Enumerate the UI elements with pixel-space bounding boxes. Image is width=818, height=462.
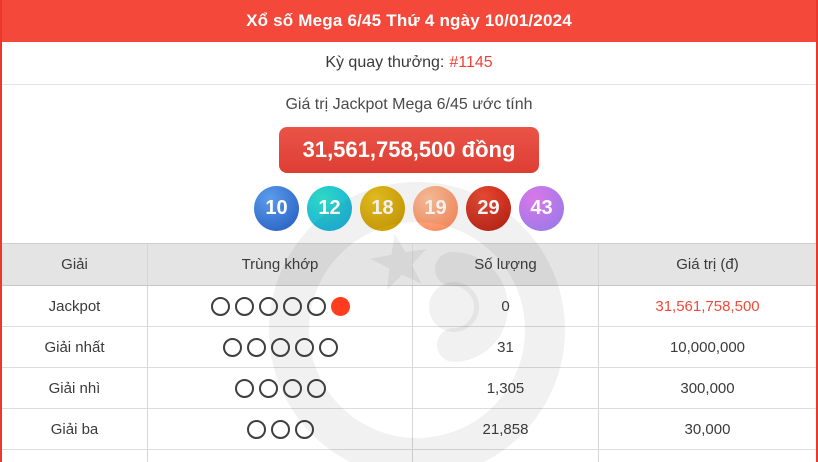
open-circle-icon — [246, 419, 266, 439]
lottery-ball: 12 — [307, 186, 352, 231]
prize-table-body: Jackpot 0 31,561,758,500 Giải nhất 31 10,000,… — [2, 286, 816, 450]
prize-table-header: Giải Trùng khớp Số lượng Giá trị (đ) — [2, 243, 816, 286]
open-circle-icon — [294, 337, 314, 357]
prize-value: 31,561,758,500 — [655, 297, 760, 315]
draw-period-label: Kỳ quay thưởng: — [325, 54, 445, 71]
header-match: Trùng khớp — [148, 244, 413, 285]
open-circle-icon — [306, 296, 326, 316]
open-circle-icon — [258, 378, 278, 398]
open-circle-icon — [270, 419, 290, 439]
winner-count: 1,305 — [413, 368, 599, 408]
open-circle-icon — [210, 296, 230, 316]
open-circle-icon — [318, 337, 338, 357]
filled-circle-icon — [330, 296, 350, 316]
match-circles — [210, 296, 350, 316]
header-value: Giá trị (đ) — [676, 256, 739, 273]
prize-name: Giải ba — [2, 409, 148, 449]
match-circles — [222, 337, 338, 357]
match-circles — [234, 378, 326, 398]
lottery-ball: 10 — [254, 186, 299, 231]
table-row: Giải nhì 1,305 300,000 — [2, 368, 816, 409]
header-count: Số lượng — [413, 244, 599, 285]
match-pattern — [148, 286, 413, 326]
match-circles — [246, 419, 314, 439]
open-circle-icon — [234, 296, 254, 316]
lottery-ball: 43 — [519, 186, 564, 231]
open-circle-icon — [306, 378, 326, 398]
prize-value: 30,000 — [684, 420, 731, 438]
title-bar: Xổ số Mega 6/45 Thứ 4 ngày 10/01/2024 — [2, 0, 816, 42]
prize-value: 10,000,000 — [669, 338, 746, 356]
jackpot-value-button[interactable]: 31,561,758,500 đồng — [279, 127, 539, 173]
table-row: Giải ba 21,858 30,000 — [2, 409, 816, 450]
open-circle-icon — [234, 378, 254, 398]
prize-name: Giải nhì — [2, 368, 148, 408]
lottery-balls: 10 12 18 19 29 43 — [2, 186, 816, 231]
open-circle-icon — [222, 337, 242, 357]
match-pattern — [148, 368, 413, 408]
lottery-ball: 19 — [413, 186, 458, 231]
table-row: Giải nhất 31 10,000,000 — [2, 327, 816, 368]
table-row-partial — [2, 450, 816, 462]
open-circle-icon — [270, 337, 290, 357]
jackpot-estimate-label: Giá trị Jackpot Mega 6/45 ước tính — [285, 96, 533, 113]
jackpot-section: Giá trị Jackpot Mega 6/45 ước tính 31,56… — [2, 85, 816, 231]
winner-count: 31 — [413, 327, 599, 367]
open-circle-icon — [294, 419, 314, 439]
open-circle-icon — [282, 296, 302, 316]
lottery-ball: 18 — [360, 186, 405, 231]
lottery-ball: 29 — [466, 186, 511, 231]
draw-period-row: Kỳ quay thưởng: #1145 — [2, 42, 816, 85]
page-title: Xổ số Mega 6/45 Thứ 4 ngày 10/01/2024 — [246, 11, 572, 30]
match-pattern — [148, 409, 413, 449]
draw-period-number: #1145 — [449, 54, 493, 71]
prize-name: Jackpot — [2, 286, 148, 326]
open-circle-icon — [282, 378, 302, 398]
prize-table: Giải Trùng khớp Số lượng Giá trị (đ) Jac… — [2, 243, 816, 462]
table-row: Jackpot 0 31,561,758,500 — [2, 286, 816, 327]
match-pattern — [148, 327, 413, 367]
prize-value: 300,000 — [680, 379, 735, 397]
open-circle-icon — [246, 337, 266, 357]
prize-name: Giải nhất — [2, 327, 148, 367]
open-circle-icon — [258, 296, 278, 316]
winner-count: 21,858 — [413, 409, 599, 449]
header-prize: Giải — [2, 244, 148, 285]
winner-count: 0 — [413, 286, 599, 326]
